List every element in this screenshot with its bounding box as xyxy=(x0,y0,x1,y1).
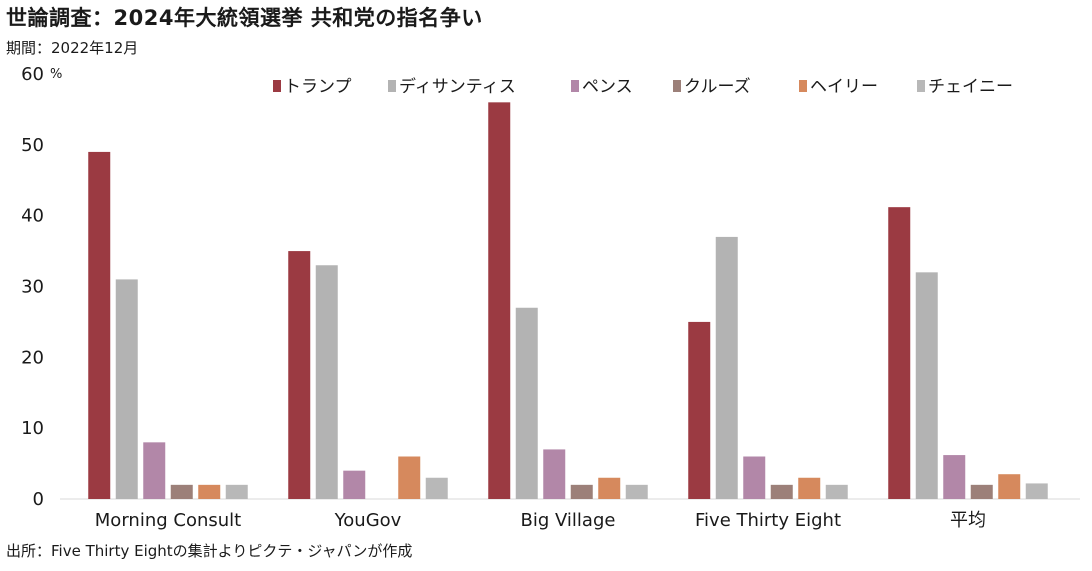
legend-label: トランプ xyxy=(284,77,352,97)
legend-label: チェイニー xyxy=(928,77,1013,97)
bar xyxy=(543,449,566,499)
legend-label: クルーズ xyxy=(684,77,751,97)
legend-swatch xyxy=(799,80,807,92)
bar xyxy=(288,251,311,499)
bar xyxy=(398,456,421,499)
bars-group xyxy=(88,102,1048,499)
legend-swatch xyxy=(673,80,681,92)
bar xyxy=(88,151,111,499)
bar xyxy=(1025,483,1048,499)
bar xyxy=(825,484,848,499)
bar xyxy=(888,207,911,499)
source-note: 出所：Five Thirty Eightの集計よりピクテ・ジャパンが作成 xyxy=(6,542,413,560)
x-category-label: 平均 xyxy=(950,510,986,531)
y-axis: 0 10 20 30 40 50 60 xyxy=(21,64,44,510)
bar xyxy=(343,470,366,499)
bar xyxy=(598,477,621,499)
y-tick-label: 50 xyxy=(21,135,44,156)
bar xyxy=(970,484,993,499)
y-tick-label: 40 xyxy=(21,206,44,227)
bar xyxy=(315,265,338,499)
bar xyxy=(743,456,766,499)
bar xyxy=(198,484,221,499)
bar xyxy=(570,484,593,499)
bar xyxy=(515,307,538,499)
chart-title: 世論調査：2024年大統領選挙 共和党の指名争い xyxy=(6,6,483,30)
period-label: 期間：2022年12月 xyxy=(6,39,139,57)
legend-swatch xyxy=(917,80,925,92)
x-category-label: Morning Consult xyxy=(95,510,241,531)
bar xyxy=(688,321,711,499)
bar xyxy=(770,484,793,499)
bar xyxy=(798,477,821,499)
bar xyxy=(625,484,648,499)
bar xyxy=(715,236,738,499)
x-category-label: Five Thirty Eight xyxy=(695,510,841,531)
y-tick-label: 10 xyxy=(21,418,44,439)
bar xyxy=(488,102,511,499)
bar xyxy=(915,272,938,499)
bar xyxy=(998,474,1021,499)
bar xyxy=(425,477,448,499)
bar xyxy=(170,484,193,499)
legend-label: ディサンティス xyxy=(399,76,516,97)
legend-swatch xyxy=(273,80,281,92)
x-category-label: Big Village xyxy=(521,510,616,531)
x-category-label: YouGov xyxy=(334,510,402,531)
y-tick-label: 30 xyxy=(21,277,44,298)
legend-label: ペンス xyxy=(582,77,633,97)
y-axis-unit: % xyxy=(50,67,62,82)
y-tick-label: 0 xyxy=(33,489,44,510)
y-tick-label: 60 xyxy=(21,64,44,85)
y-tick-label: 20 xyxy=(21,347,44,368)
legend-swatch xyxy=(571,80,579,92)
bar xyxy=(225,484,248,499)
bar xyxy=(115,279,138,499)
bar xyxy=(943,455,966,499)
legend-label: ヘイリー xyxy=(810,77,878,97)
legend-swatch xyxy=(388,80,396,92)
legend: トランプ ディサンティス ペンス クルーズ ヘイリー チェイニー xyxy=(273,76,1013,97)
bar xyxy=(143,442,166,499)
x-axis-categories: Morning Consult YouGov Big Village Five Thi… xyxy=(95,510,986,531)
